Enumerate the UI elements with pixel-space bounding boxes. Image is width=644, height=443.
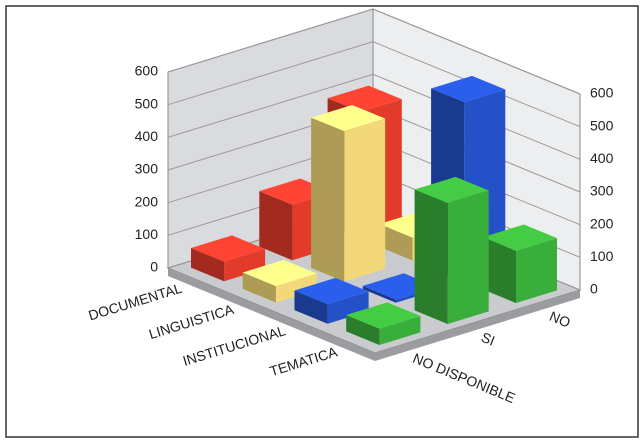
y-tick-label: 300 <box>135 161 159 177</box>
bar <box>311 105 386 282</box>
bar-front <box>275 273 317 303</box>
bar-front <box>224 249 266 282</box>
column-label: SI <box>479 329 497 349</box>
bar-top <box>311 105 386 132</box>
bar-front <box>344 118 386 282</box>
y2-tick-label: 500 <box>590 117 614 133</box>
y-tick-label: 200 <box>135 193 159 209</box>
bar <box>242 259 317 303</box>
y-tick-label: 100 <box>135 226 159 242</box>
bar-side <box>259 191 293 261</box>
y-tick-label: 400 <box>135 128 159 144</box>
bar-top <box>431 75 506 103</box>
bar-top <box>294 277 369 305</box>
bar <box>294 277 369 324</box>
grid-line <box>167 8 581 95</box>
y2-tick-label: 300 <box>590 183 614 199</box>
y2-tick-label: 100 <box>590 248 614 264</box>
bar-side <box>482 237 516 303</box>
bar-top <box>414 176 489 204</box>
bar-top <box>346 302 421 329</box>
bar-side <box>311 117 345 282</box>
grid-line <box>167 73 581 160</box>
grid-line <box>167 41 581 128</box>
bar-side <box>414 189 448 324</box>
y2-tick-label: 600 <box>590 85 614 101</box>
y2-tick-label: 200 <box>590 215 614 231</box>
bar <box>482 224 557 303</box>
y2-tick-label: 400 <box>590 150 614 166</box>
column-label: NO <box>547 308 573 331</box>
bar <box>346 302 421 345</box>
bar-side <box>242 272 276 303</box>
bar-top <box>327 85 402 112</box>
y2-tick-label: 0 <box>590 281 598 297</box>
bar-top <box>191 235 266 262</box>
bar <box>414 176 489 324</box>
bar-front <box>327 291 369 324</box>
bar-front <box>516 238 557 303</box>
bar-side <box>346 315 380 345</box>
bar <box>191 235 266 282</box>
y-tick-label: 500 <box>135 95 159 111</box>
bar-top <box>482 224 557 251</box>
bar-side <box>294 290 328 324</box>
y-tick-label: 600 <box>135 63 159 79</box>
bar-side <box>362 285 396 303</box>
bar-front <box>379 316 421 345</box>
y-tick-label: 0 <box>150 259 158 275</box>
bar-front <box>447 190 489 324</box>
bar-side <box>191 248 225 282</box>
bar-top <box>242 259 317 287</box>
bar-side <box>379 224 413 261</box>
